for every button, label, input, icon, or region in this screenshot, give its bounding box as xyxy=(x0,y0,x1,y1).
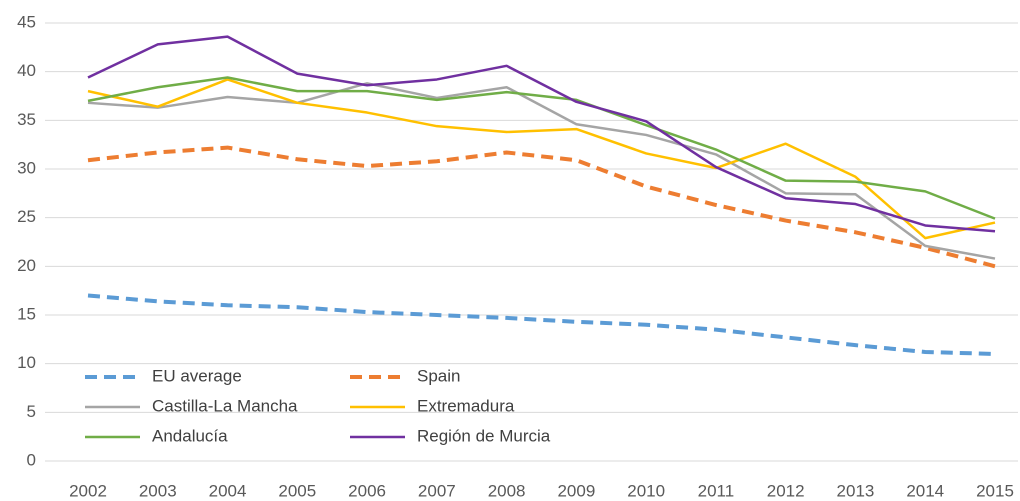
series-line xyxy=(87,293,996,356)
x-tick-label: 2014 xyxy=(906,481,944,500)
y-tick-label: 35 xyxy=(17,110,36,129)
x-tick-label: 2005 xyxy=(278,481,316,500)
x-tick-label: 2013 xyxy=(837,481,875,500)
y-tick-label: 25 xyxy=(17,207,36,226)
legend-label: Extremadura xyxy=(417,396,515,415)
x-tick-label: 2011 xyxy=(698,481,735,500)
x-tick-label: 2002 xyxy=(69,481,107,500)
legend-label: Andalucía xyxy=(152,426,228,445)
x-tick-label: 2009 xyxy=(557,481,595,500)
x-tick-label: 2015 xyxy=(976,481,1014,500)
series-line xyxy=(87,82,996,260)
legend: EU average Spain Castilla-La Mancha Extrema… xyxy=(85,366,551,445)
y-tick-label: 5 xyxy=(27,402,36,421)
y-tick-label: 0 xyxy=(27,450,36,469)
x-tick-label: 2012 xyxy=(767,481,805,500)
legend-label: Castilla-La Mancha xyxy=(152,396,298,415)
y-tick-label: 10 xyxy=(17,353,36,372)
series-line xyxy=(87,78,996,240)
y-tick-label: 45 xyxy=(17,12,36,31)
legend-label: EU average xyxy=(152,366,242,385)
legend-label: Región de Murcia xyxy=(417,426,551,445)
y-tick-label: 40 xyxy=(17,61,36,80)
y-tick-label: 15 xyxy=(17,304,36,323)
series-line xyxy=(87,145,996,269)
x-tick-label: 2007 xyxy=(418,481,456,500)
y-tick-label: 20 xyxy=(17,256,36,275)
x-tick-label: 2003 xyxy=(139,481,177,500)
x-tick-label: 2004 xyxy=(209,481,247,500)
y-tick-label: 30 xyxy=(17,158,36,177)
legend-label: Spain xyxy=(417,366,460,385)
series-line xyxy=(87,35,996,233)
x-tick-label: 2010 xyxy=(627,481,665,500)
series-line xyxy=(87,76,996,220)
x-tick-label: 2008 xyxy=(488,481,526,500)
x-tick-label: 2006 xyxy=(348,481,386,500)
